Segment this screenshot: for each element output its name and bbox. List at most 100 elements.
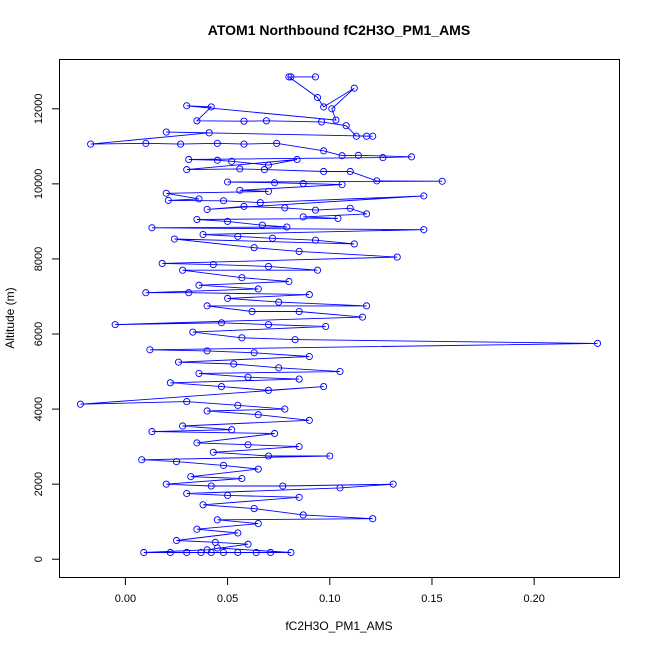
data-point bbox=[238, 334, 246, 342]
data-point bbox=[264, 187, 273, 195]
y-axis-label: Altitude (m) bbox=[3, 287, 17, 348]
data-point bbox=[240, 202, 248, 210]
data-point bbox=[291, 336, 299, 344]
data-point bbox=[328, 105, 336, 113]
data-point bbox=[254, 520, 262, 528]
data-point bbox=[264, 262, 273, 270]
data-point bbox=[185, 155, 193, 164]
data-point bbox=[166, 548, 174, 557]
data-point bbox=[346, 204, 354, 212]
data-point bbox=[252, 548, 260, 557]
data-point bbox=[420, 226, 428, 234]
data-point bbox=[295, 375, 303, 383]
data-point bbox=[224, 178, 232, 186]
data-point bbox=[164, 196, 172, 204]
data-point bbox=[183, 398, 191, 406]
data-point bbox=[369, 132, 377, 140]
data-point bbox=[197, 548, 205, 557]
data-point bbox=[271, 429, 279, 438]
data-point bbox=[275, 364, 283, 372]
data-point bbox=[363, 302, 371, 310]
data-point bbox=[264, 161, 273, 169]
data-point bbox=[213, 139, 221, 147]
data-point bbox=[187, 473, 195, 481]
data-point bbox=[162, 189, 170, 197]
data-point bbox=[287, 73, 295, 81]
data-point bbox=[354, 151, 362, 159]
data-point bbox=[266, 548, 275, 557]
data-point bbox=[203, 205, 211, 213]
data-point bbox=[219, 461, 228, 469]
data-point bbox=[87, 140, 95, 148]
data-point bbox=[254, 285, 262, 293]
data-point bbox=[217, 383, 226, 391]
data-point bbox=[207, 103, 215, 111]
data-point bbox=[224, 491, 232, 499]
data-point bbox=[358, 313, 367, 321]
y-tick-label: 12000 bbox=[33, 94, 45, 125]
data-point bbox=[140, 548, 148, 557]
data-point bbox=[264, 452, 273, 460]
data-point bbox=[195, 195, 203, 203]
data-point bbox=[219, 197, 228, 205]
data-point bbox=[146, 346, 154, 354]
x-tick-label: 0.15 bbox=[421, 593, 442, 605]
data-point bbox=[338, 152, 346, 160]
y-tick-label: 0 bbox=[33, 556, 45, 562]
data-point bbox=[256, 199, 264, 207]
data-point bbox=[334, 214, 342, 222]
data-point bbox=[203, 302, 211, 310]
data-point bbox=[142, 139, 150, 147]
data-point bbox=[250, 505, 258, 513]
data-point bbox=[228, 426, 236, 434]
data-point bbox=[299, 213, 307, 221]
data-point bbox=[250, 244, 258, 252]
data-point bbox=[295, 443, 303, 451]
data-point bbox=[438, 177, 446, 185]
data-point bbox=[352, 132, 360, 140]
data-point bbox=[320, 147, 328, 155]
data-point bbox=[158, 259, 166, 267]
data-point bbox=[287, 548, 295, 557]
data-point bbox=[260, 166, 268, 174]
data-point bbox=[407, 153, 416, 161]
data-point bbox=[179, 266, 187, 274]
data-point bbox=[203, 347, 211, 355]
data-point bbox=[230, 360, 238, 368]
data-point bbox=[195, 281, 203, 289]
x-axis-label: fC2H3O_PM1_AMS bbox=[285, 619, 392, 633]
data-point bbox=[244, 441, 252, 449]
data-point bbox=[138, 456, 146, 464]
data-point bbox=[199, 230, 207, 239]
x-tick-label: 0.10 bbox=[319, 593, 340, 605]
data-point bbox=[369, 515, 377, 523]
data-point bbox=[299, 511, 307, 519]
data-point bbox=[363, 210, 371, 218]
data-point bbox=[183, 489, 191, 498]
data-point bbox=[279, 482, 287, 490]
data-point bbox=[195, 369, 203, 377]
series-line bbox=[80, 76, 598, 553]
data-point bbox=[305, 352, 313, 361]
data-point bbox=[193, 525, 201, 533]
x-axis: 0.00 0.05 0.10 0.15 0.20 bbox=[115, 577, 545, 605]
data-point bbox=[273, 139, 281, 147]
data-point bbox=[183, 166, 191, 174]
data-point bbox=[248, 307, 256, 316]
data-point bbox=[177, 140, 185, 148]
data-point bbox=[313, 93, 322, 102]
y-tick-label: 2000 bbox=[33, 472, 45, 496]
data-point bbox=[293, 155, 301, 164]
data-point bbox=[373, 177, 381, 185]
data-point bbox=[295, 247, 303, 255]
data-point bbox=[234, 529, 242, 537]
data-point bbox=[254, 411, 262, 419]
data-point bbox=[264, 386, 273, 394]
data-point bbox=[76, 400, 84, 408]
data-point bbox=[234, 401, 242, 409]
data-point bbox=[311, 206, 320, 214]
data-point bbox=[209, 261, 217, 269]
x-tick-label: 0.20 bbox=[523, 593, 544, 605]
data-point bbox=[275, 298, 283, 306]
